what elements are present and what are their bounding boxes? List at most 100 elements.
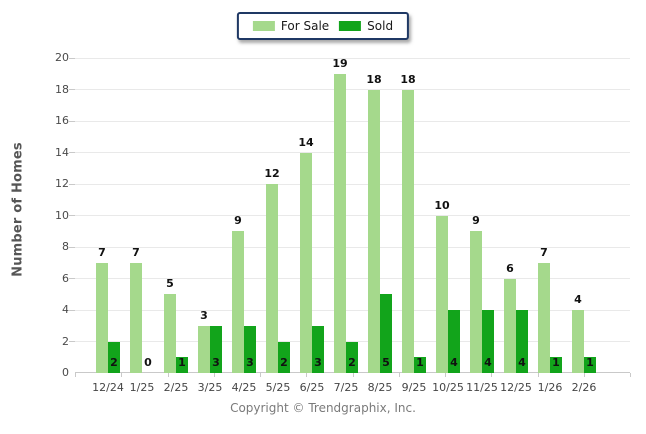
gridline [75,309,630,311]
bar-value-sold: 0 [144,356,152,369]
x-tick-label: 2/26 [571,381,597,394]
x-tick-label: 4/25 [231,381,257,394]
bar-for-sale [266,184,278,373]
bar-for-sale [402,89,414,373]
bar-group-7-25: 19 2 [329,57,363,373]
x-axis-tick-mark [445,373,446,377]
legend-entry-for-sale: For Sale [252,19,330,33]
y-axis-tick-mark [69,341,75,342]
bar-value-sold: 3 [314,356,322,369]
x-tick-label: 12/25 [500,381,532,394]
bar-group-6-25: 14 3 [295,58,329,373]
x-axis-tick-mark [352,373,354,377]
bar-group-10-25: 10 4 [431,58,465,373]
x-axis-tick-mark [306,373,308,377]
legend-swatch-sold-icon [339,21,362,31]
bar-sold [550,357,562,373]
y-tick-label: 10 [55,208,69,222]
y-axis-tick-mark [69,89,75,90]
legend-label-for-sale: For Sale [280,19,330,33]
gridline [75,57,630,59]
x-tick-label: 1/26 [537,381,563,394]
x-tick-label: 1/25 [129,381,155,394]
y-tick-label: 14 [55,145,69,159]
bar-sold [414,357,426,373]
bar-value-for-sale: 18 [400,72,416,86]
y-axis-tick-mark [69,152,75,153]
bar-for-sale [198,325,210,373]
bar-for-sale [164,294,176,373]
y-axis-tick-mark [69,57,75,59]
legend: For Sale Sold [236,12,410,40]
y-tick-label: 6 [62,271,69,285]
y-tick-label: 12 [55,177,69,190]
legend-entry-sold: Sold [339,19,393,33]
bar-value-sold: 2 [348,356,356,369]
bar-value-for-sale: 14 [298,135,314,149]
bar-sold [278,341,290,373]
bar-value-sold: 2 [280,356,288,369]
bar-value-sold: 1 [416,356,424,369]
y-axis-tick-mark [69,246,75,248]
gridline [75,246,630,248]
x-axis-tick-mark [630,373,631,377]
bar-for-sale [572,310,584,373]
bar-value-for-sale: 10 [434,198,450,212]
y-axis-tick-mark [69,278,75,279]
bar-value-for-sale: 9 [472,214,480,228]
bar-value-sold: 4 [518,356,526,369]
gridline [75,215,630,216]
x-tick-label: 3/25 [197,381,223,394]
bar-group-9-25: 18 1 [397,58,431,373]
bar-value-sold: 1 [552,356,560,369]
y-axis-tick-mark [69,215,75,216]
y-tick-label: 0 [62,366,69,379]
y-axis-tick-mark [69,183,75,185]
x-tick-label: 8/25 [367,381,393,394]
plot-area: 7 2 7 0 5 1 3 3 9 3 12 2 14 3 19 2 18 5 18 1 10 4 9 4 6 4 7 1 4 1 [69,57,631,377]
bar-sold [584,357,596,373]
bar-sold [482,310,494,373]
bar-for-sale [96,262,108,373]
bar-value-for-sale: 5 [166,277,174,291]
bar-group-8-25: 18 5 [363,58,397,373]
bar-value-for-sale: 7 [98,245,106,259]
x-axis-tick-mark [398,373,400,377]
y-tick-label: 8 [62,240,69,253]
x-axis-tick-mark [75,373,76,377]
bar-for-sale [368,89,380,373]
bar-value-sold: 1 [178,356,186,369]
bar-group-5-25: 12 2 [261,58,295,373]
bar-for-sale [130,262,142,373]
x-tick-label: 5/25 [265,381,291,394]
legend-swatch-for-sale-icon [252,21,275,31]
bar-for-sale [504,278,516,373]
y-axis-tick-mark [69,309,75,311]
bar-value-for-sale: 9 [234,214,242,228]
y-tick-label: 4 [62,303,69,316]
x-tick-label: 9/25 [401,381,427,394]
bar-sold [346,341,358,373]
x-tick-label: 7/25 [333,381,359,394]
y-axis-tick-mark [69,120,75,122]
x-tick-label: 12/24 [92,381,124,394]
bar-value-sold: 5 [382,356,390,369]
x-axis-tick-mark [121,373,123,377]
bar-value-sold: 1 [586,356,594,369]
bar-sold [380,294,392,373]
bar-value-sold: 3 [212,356,220,369]
legend-label-sold: Sold [367,19,394,33]
x-axis-tick-mark [537,373,539,377]
bar-for-sale [334,73,346,373]
bar-value-for-sale: 3 [200,308,208,322]
bar-for-sale [232,231,244,373]
gridline [75,89,630,90]
bar-value-for-sale: 18 [366,72,382,86]
